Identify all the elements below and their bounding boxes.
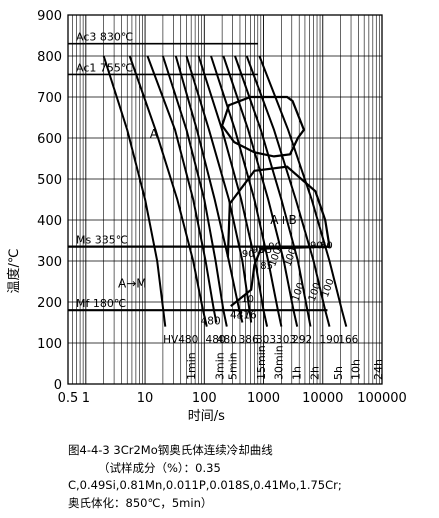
cooling-curve [210,55,283,327]
time-mark-label: 1min [185,352,198,380]
caption-title: 图4-4-3 3Cr2Mo钢奥氏体连续冷却曲线 [68,443,273,457]
cct-chart: 0 100 200 300 400 500 600 700 800 900 0.5 1 10 100 100… [6,9,407,424]
y-tick-label: 900 [37,9,62,24]
cooling-curve [222,55,299,327]
bainite-region-boundary [226,165,331,307]
cooling-curve [174,55,244,323]
region-label: A+B [270,213,297,227]
x-tick-label: 0.5 [58,391,79,406]
time-mark-label: 3min [213,352,226,380]
x-axis-title: 时间/s [188,409,225,424]
time-mark-label: 1h [290,366,303,380]
time-mark-label: 5h [332,366,345,380]
plot-frame [67,14,383,385]
time-mark-label: 15min [255,345,268,380]
cooling-curve [258,55,348,327]
fraction-label: 80 [320,241,333,252]
y-tick-label: 400 [37,214,62,229]
cooling-curve [146,55,218,323]
region-label: A [150,127,159,141]
fraction-label: 85 [260,261,273,272]
y-tick-label: 100 [37,337,62,352]
fraction-label: 90 [310,241,323,252]
fraction-label: 95 [252,245,265,256]
y-tick-label: 500 [37,173,62,188]
time-mark-label: 10h [350,359,363,380]
time-mark-label: 5min [227,352,240,380]
hardness-label: 441 [230,309,250,321]
y-tick-label: 800 [37,50,62,65]
fraction-label: 90 [242,249,255,260]
fraction-label: 90 [268,242,281,253]
reference-line-label: Mf 180℃ [76,297,126,310]
hardness-label: 166 [338,334,358,346]
cooling-curve [102,55,167,327]
reference-line-label: Ac1 755℃ [76,61,133,74]
cooling-curve [185,55,253,323]
x-tick-label: 10000 [302,391,343,406]
x-tick-label: 1000 [247,391,280,406]
reference-line-label: Ms 335℃ [76,234,128,247]
cooling-curve [197,55,269,327]
caption-austenitizing: 奥氏体化：850℃，5min） [68,496,213,510]
cooling-curve [161,55,228,327]
hardness-label: 292 [292,334,312,346]
cooling-curve [245,55,331,327]
x-tick-label: 10 [137,391,154,406]
time-mark-label: 24h [372,359,385,380]
caption-composition: （试样成分（%）：0.35 [98,461,221,475]
hardness-label: 303 [276,334,296,346]
region-label: A→M [118,277,147,291]
y-tick-label: 700 [37,91,62,106]
pearlite-region-boundary [220,95,306,158]
fraction-label: 10 [241,294,254,305]
hardness-label: 190 [319,334,339,346]
reference-line-label: Ac3 830℃ [76,31,133,44]
y-tick-label: 600 [37,132,62,147]
fraction-label: 95 [259,245,272,256]
y-axis-title: 温度/℃ [6,249,22,294]
x-tick-label: 1 [82,391,90,406]
y-tick-label: 300 [37,255,62,270]
cooling-curve [128,55,208,327]
hardness-label: HV480 [163,334,198,346]
hardness-label: 376 [237,309,257,321]
x-tick-label: 100 [192,391,217,406]
caption-elements: C,0.49Si,0.81Mn,0.011P,0.018S,0.41Mo,1.7… [68,478,342,492]
y-tick-label: 200 [37,296,62,311]
cooling-curve [234,55,312,327]
hardness-label: 386 [239,334,259,346]
time-mark-label: 30min [273,345,286,380]
hardness-label: 480 [206,334,226,346]
hardness-label: 303 [256,334,276,346]
time-mark-label: 2h [308,366,321,380]
x-tick-label: 100000 [357,391,407,406]
y-tick-label: 0 [54,378,62,393]
hardness-label: 480 [201,316,221,328]
hardness-label: 480 [217,334,237,346]
